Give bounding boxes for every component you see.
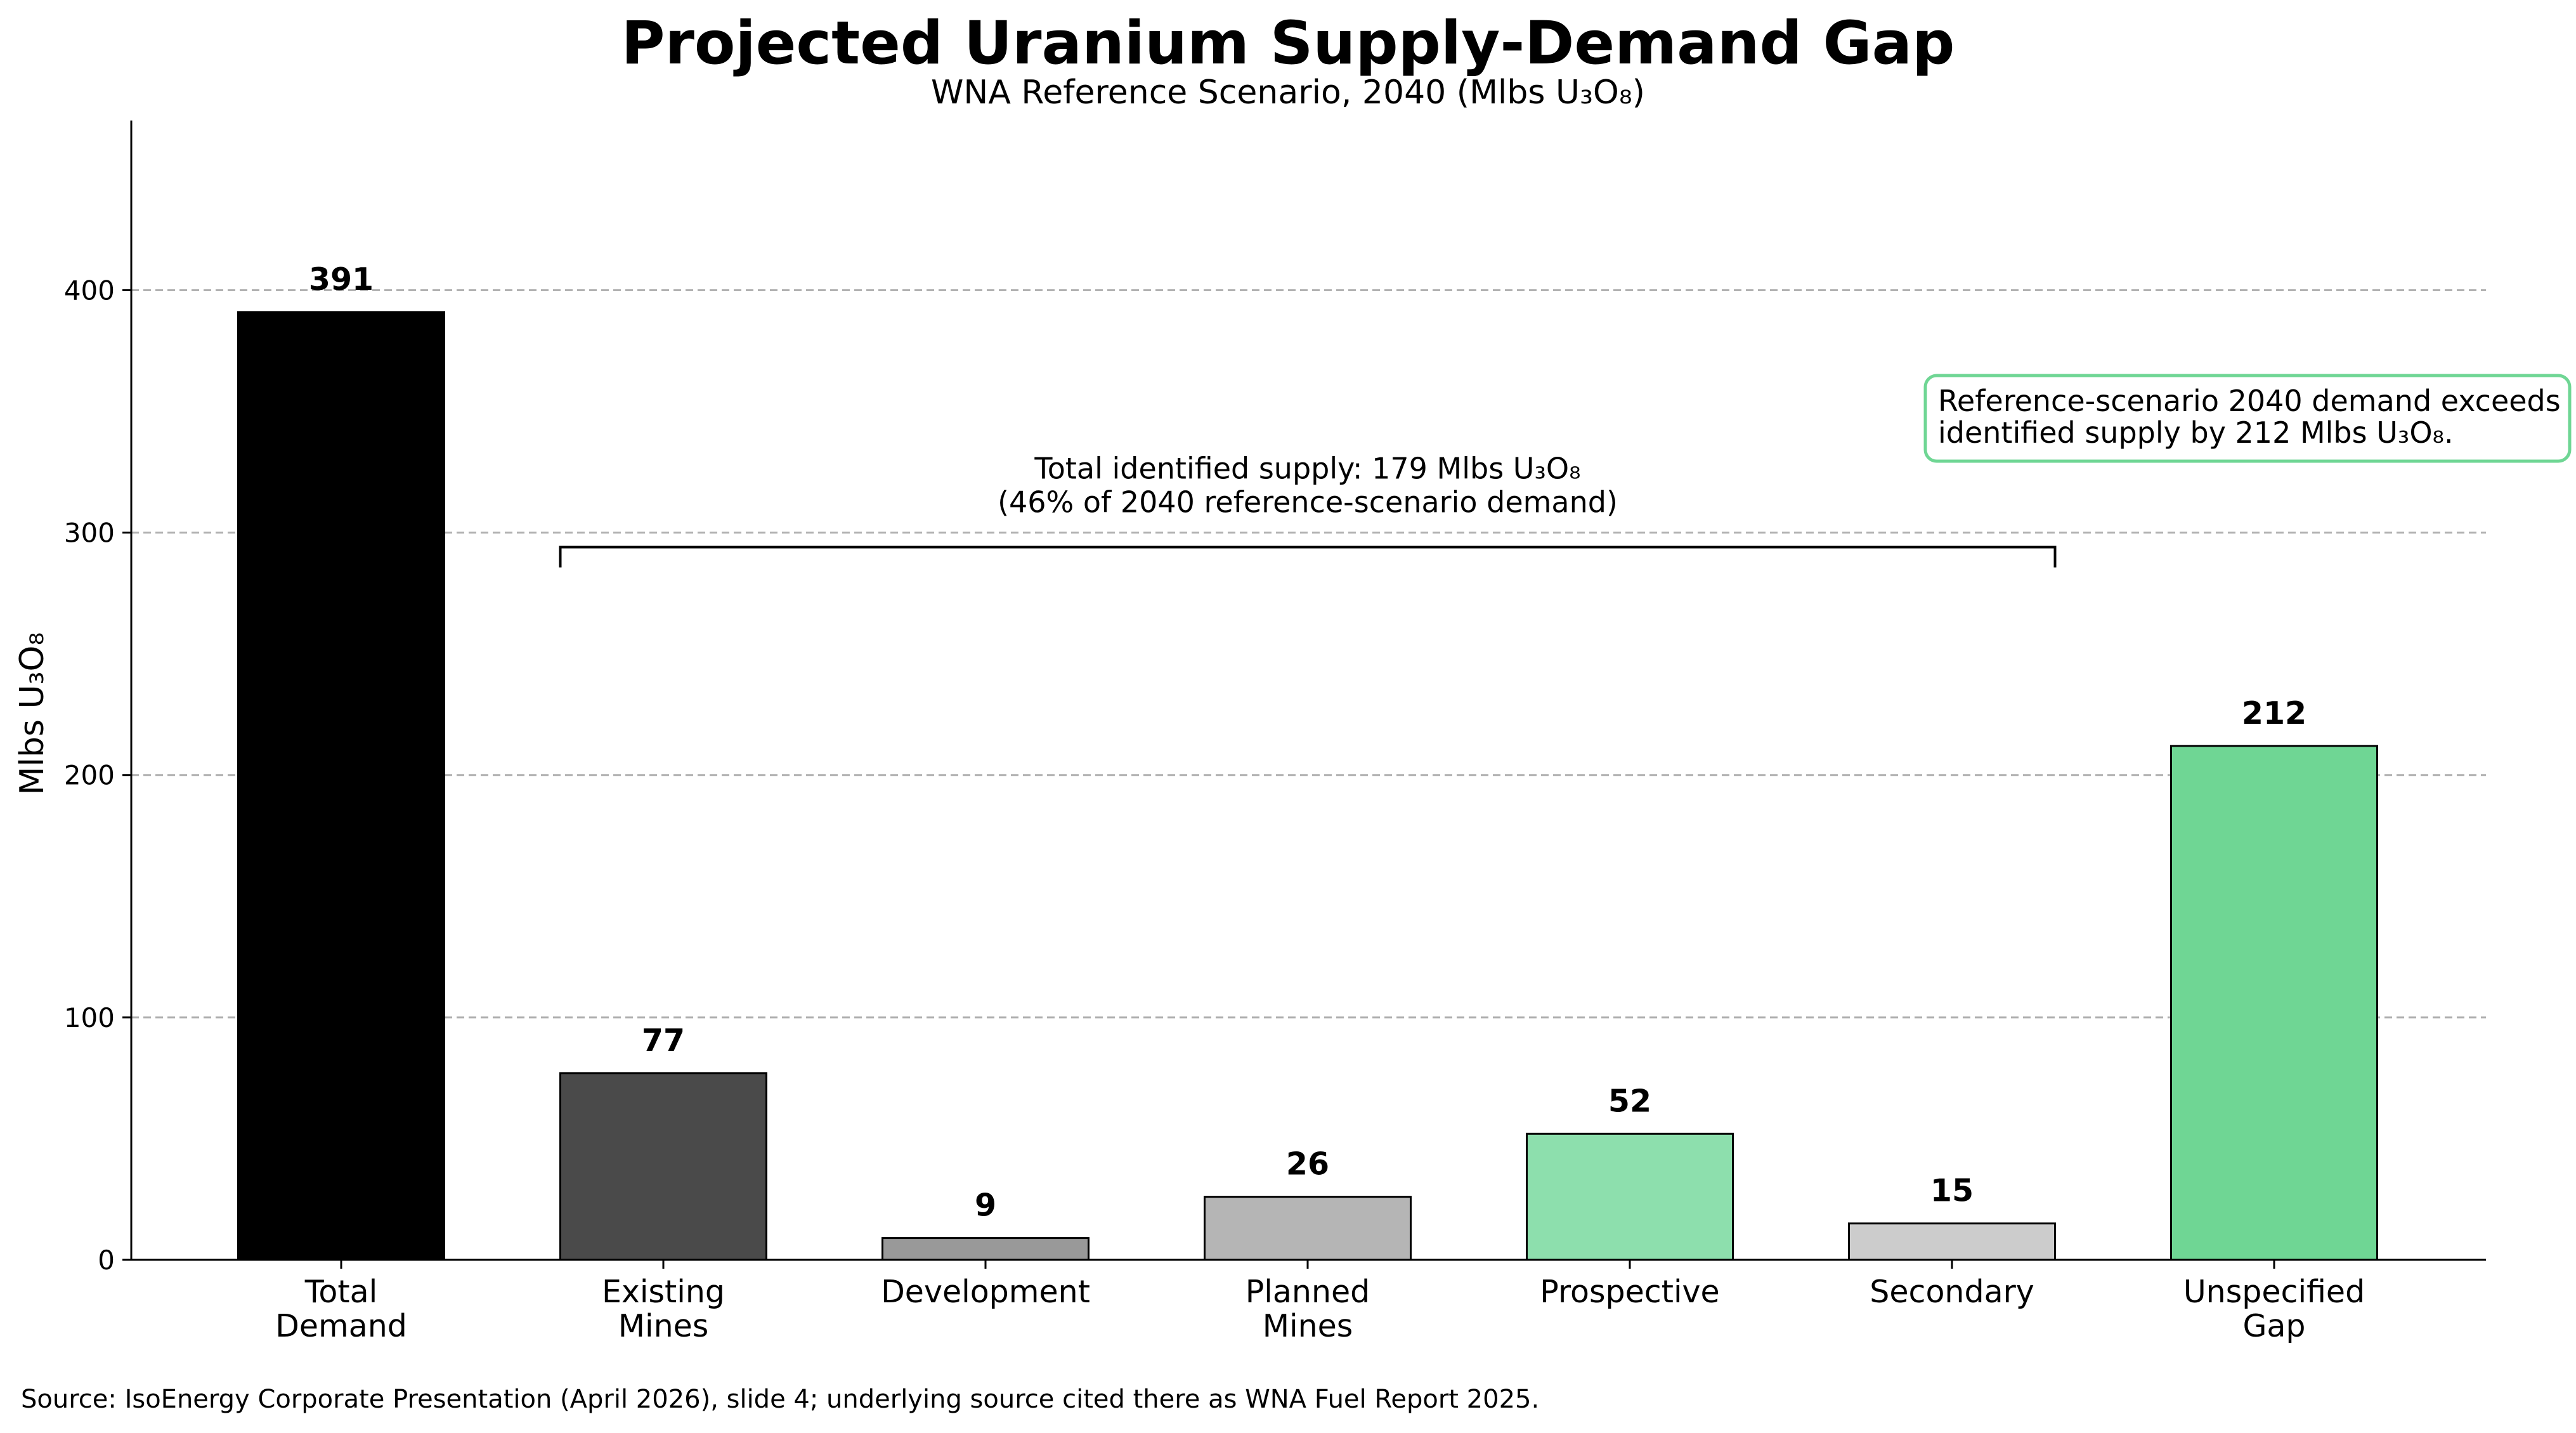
category-label-1-0: Existing <box>602 1274 725 1310</box>
category-label-3-0: Planned <box>1246 1274 1370 1310</box>
y-tick-label-300: 300 <box>64 518 115 549</box>
supply-bracket-label-0: Total identified supply: 179 Mlbs U₃O₈ <box>1034 452 1580 486</box>
bar-5 <box>1848 1222 2056 1261</box>
value-label-4: 52 <box>1608 1083 1651 1119</box>
axes <box>122 121 2486 1269</box>
value-label-3: 26 <box>1286 1146 1329 1182</box>
y-tick-label-0: 0 <box>98 1245 115 1276</box>
value-label-5: 15 <box>1930 1173 1974 1209</box>
category-label-5-0: Secondary <box>1870 1274 2034 1310</box>
category-label-1-1: Mines <box>618 1308 709 1344</box>
y-tick-label-200: 200 <box>64 760 115 791</box>
gridlines <box>131 289 2486 1019</box>
category-label-2-0: Development <box>881 1274 1090 1310</box>
supply-bracket <box>559 546 2057 568</box>
category-label-4-0: Prospective <box>1540 1274 1719 1310</box>
value-label-2: 9 <box>975 1188 996 1224</box>
source-note: Source: IsoEnergy Corporate Presentation… <box>21 1385 1539 1414</box>
bar-6 <box>2170 745 2378 1261</box>
annotations: Total identified supply: 179 Mlbs U₃O₈(4… <box>559 374 2572 568</box>
callout-text-0: Reference-scenario 2040 demand exceeds <box>1938 384 2561 418</box>
category-label-6-1: Gap <box>2242 1308 2305 1344</box>
bar-3 <box>1204 1196 1412 1261</box>
callout-box <box>1923 374 2572 463</box>
value-label-0: 391 <box>309 261 374 298</box>
y-axis-label: Mlbs U₃O₈ <box>13 632 51 795</box>
bar-0 <box>237 311 445 1261</box>
category-label-0-1: Demand <box>275 1308 407 1344</box>
value-label-1: 77 <box>642 1023 685 1059</box>
category-label-0-0: Total <box>304 1274 377 1310</box>
category-label-3-1: Mines <box>1263 1308 1353 1344</box>
value-label-6: 212 <box>2242 695 2306 731</box>
callout-text-1: identified supply by 212 Mlbs U₃O₈. <box>1938 416 2454 450</box>
chart-subtitle: WNA Reference Scenario, 2040 (Mlbs U₃O₈) <box>931 74 1645 112</box>
bar-4 <box>1526 1132 1734 1261</box>
category-label-6-0: Unspecified <box>2183 1274 2365 1310</box>
supply-bracket-label-1: (46% of 2040 reference-scenario demand) <box>998 485 1618 520</box>
y-tick-label-100: 100 <box>64 1002 115 1033</box>
y-tick-label-400: 400 <box>64 275 115 306</box>
bar-2 <box>881 1237 1090 1261</box>
bar-1 <box>559 1072 767 1261</box>
chart-title: Projected Uranium Supply-Demand Gap <box>621 9 1955 78</box>
